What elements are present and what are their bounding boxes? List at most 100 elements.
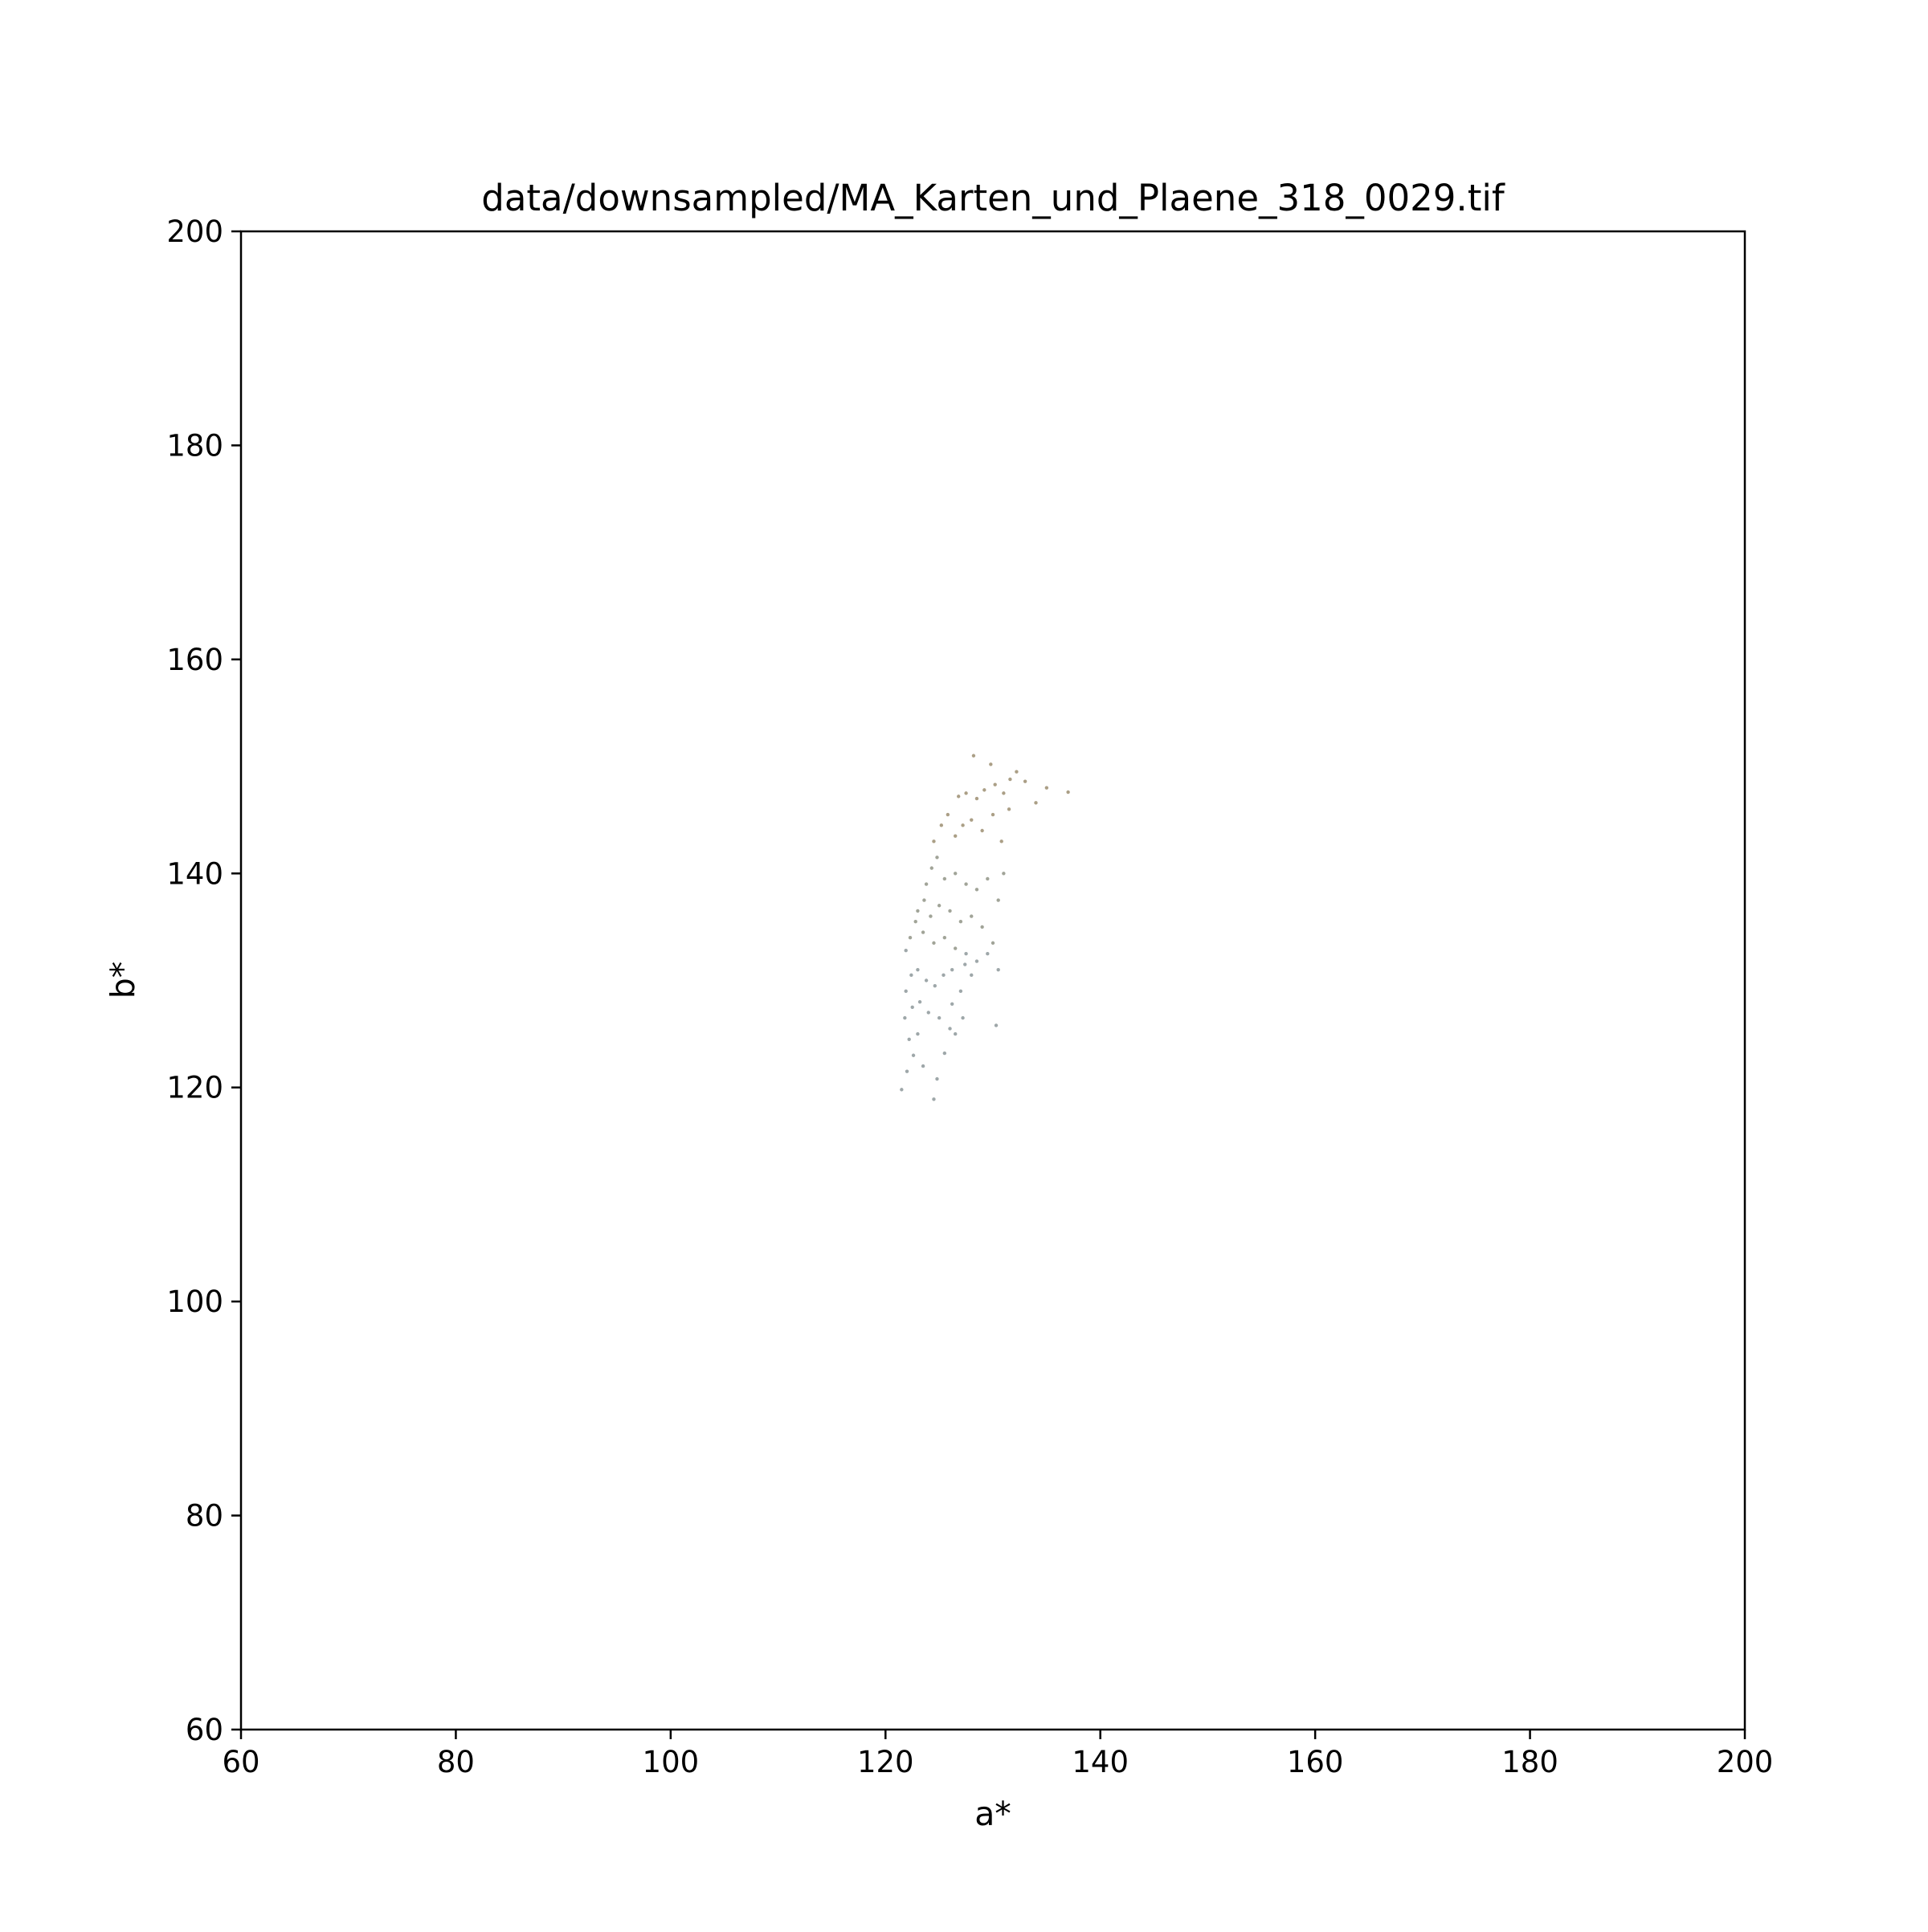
scatter-point bbox=[935, 1076, 939, 1081]
y-tick-label: 160 bbox=[166, 643, 223, 677]
x-tick-label: 160 bbox=[1287, 1745, 1344, 1779]
scatter-point bbox=[948, 909, 952, 913]
scatter-point bbox=[1023, 779, 1027, 783]
y-axis-label: b* bbox=[104, 962, 142, 999]
y-axis-ticks: 60 80 100 120 140 160 180 200 bbox=[166, 214, 241, 1747]
y-tick-label: 140 bbox=[166, 856, 223, 891]
plot-frame bbox=[239, 230, 1746, 1731]
scatter-point bbox=[1002, 791, 1006, 795]
x-axis-ticks: 60 80 100 120 140 160 180 200 bbox=[222, 1730, 1773, 1779]
y-tick-label: 200 bbox=[166, 214, 223, 249]
scatter-point bbox=[924, 882, 929, 886]
x-tick-label: 100 bbox=[643, 1745, 700, 1779]
scatter-point bbox=[954, 834, 958, 838]
scatter-point bbox=[958, 989, 963, 994]
scatter-point bbox=[916, 1031, 920, 1036]
scatter-point bbox=[948, 1027, 952, 1031]
y-tick-label: 180 bbox=[166, 428, 223, 463]
scatter-point bbox=[950, 967, 954, 972]
scatter-point bbox=[986, 951, 990, 956]
scatter-point bbox=[963, 962, 967, 966]
scatter-point bbox=[932, 941, 936, 946]
scatter-point bbox=[917, 999, 922, 1004]
scatter-point bbox=[954, 872, 958, 876]
scatter-point bbox=[1015, 770, 1019, 774]
y-tick-label: 80 bbox=[186, 1499, 223, 1534]
scatter-point bbox=[964, 791, 968, 795]
scatter-point bbox=[996, 967, 1000, 972]
y-tick-label: 120 bbox=[166, 1071, 223, 1105]
scatter-point bbox=[974, 959, 979, 963]
scatter-point bbox=[1034, 801, 1038, 805]
scatter-point bbox=[1066, 790, 1070, 794]
scatter-point bbox=[907, 1037, 911, 1041]
scatter-point bbox=[970, 818, 974, 822]
scatter-point bbox=[935, 856, 939, 860]
scatter-point bbox=[993, 782, 997, 786]
scatter-point bbox=[922, 898, 926, 902]
scatter-point bbox=[989, 762, 993, 766]
x-tick-label: 60 bbox=[222, 1745, 259, 1779]
scatter-point bbox=[921, 930, 925, 934]
scatter-point bbox=[954, 946, 958, 950]
scatter-point bbox=[942, 876, 947, 881]
scatter-point bbox=[903, 1015, 907, 1020]
chart-title: data/downsampled/MA_Karten_und_Plaene_31… bbox=[481, 177, 1505, 219]
scatter-point bbox=[970, 973, 974, 978]
scatter-point bbox=[908, 936, 913, 940]
scatter-point bbox=[942, 1051, 947, 1056]
scatter-point bbox=[1044, 786, 1049, 790]
scatter-point bbox=[942, 973, 946, 978]
x-tick-label: 140 bbox=[1072, 1745, 1129, 1779]
scatter-point bbox=[1008, 777, 1012, 782]
y-tick-label: 100 bbox=[166, 1285, 223, 1319]
scatter-point bbox=[991, 941, 995, 946]
scatter-point bbox=[924, 978, 929, 982]
scatter-point bbox=[991, 812, 995, 817]
scatter-point bbox=[946, 812, 950, 817]
scatter-point bbox=[932, 839, 936, 843]
scatter-point bbox=[1007, 807, 1011, 811]
scatter-point bbox=[905, 1069, 909, 1073]
scatter-point bbox=[999, 839, 1003, 843]
scatter-point bbox=[957, 794, 961, 799]
scatter-point bbox=[971, 754, 976, 758]
scatter-point bbox=[916, 909, 920, 913]
scatter-point bbox=[932, 1097, 936, 1101]
scatter-point bbox=[982, 788, 986, 792]
scatter-point bbox=[921, 1064, 925, 1068]
scatter-point bbox=[909, 973, 913, 978]
scatter-point bbox=[974, 888, 979, 892]
scatter-point bbox=[937, 904, 942, 908]
x-axis-label: a* bbox=[974, 1795, 1011, 1833]
scatter-point bbox=[913, 920, 917, 924]
scatter-points bbox=[900, 754, 1070, 1101]
scatter-point bbox=[937, 1015, 942, 1020]
scatter-point bbox=[929, 914, 933, 918]
scatter-point bbox=[916, 967, 920, 972]
scatter-point bbox=[942, 936, 947, 940]
scatter-point bbox=[980, 828, 984, 833]
scatter-point bbox=[900, 1088, 904, 1092]
scatter-point bbox=[933, 983, 937, 988]
scatter-point bbox=[910, 1005, 914, 1010]
x-tick-label: 120 bbox=[857, 1745, 914, 1779]
scatter-point bbox=[904, 989, 908, 994]
scatter-point bbox=[929, 866, 933, 870]
scatter-point bbox=[986, 876, 990, 881]
scatter-point bbox=[964, 882, 968, 886]
scatter-point bbox=[954, 1031, 958, 1036]
scatter-point bbox=[950, 1002, 954, 1007]
y-tick-label: 60 bbox=[186, 1713, 223, 1747]
scatter-point bbox=[970, 914, 974, 918]
scatter-point bbox=[939, 823, 944, 827]
scatter-point bbox=[961, 823, 965, 827]
x-tick-label: 180 bbox=[1501, 1745, 1558, 1779]
scatter-point bbox=[974, 796, 979, 801]
scatter-point bbox=[1002, 872, 1006, 876]
scatter-point bbox=[961, 1015, 965, 1020]
scatter-point bbox=[980, 925, 984, 929]
scatter-point bbox=[958, 920, 963, 924]
scatter-point bbox=[996, 898, 1000, 902]
